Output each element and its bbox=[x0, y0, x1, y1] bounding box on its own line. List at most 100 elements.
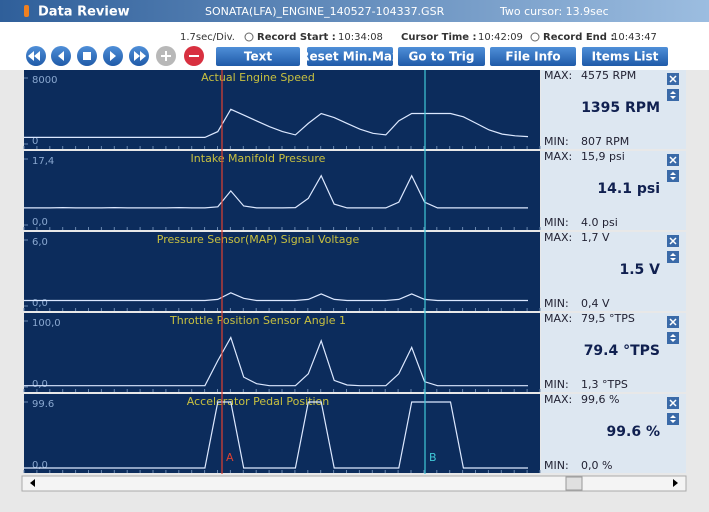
toolbar-button-label: File Info bbox=[505, 50, 560, 64]
max-value: 4575 RPM bbox=[581, 69, 636, 82]
plot-area bbox=[24, 313, 540, 392]
cursor-time: 10:42:09 bbox=[478, 32, 523, 43]
toolbar-button[interactable] bbox=[216, 47, 300, 66]
max-value: 1,7 V bbox=[581, 231, 610, 244]
plot-area bbox=[24, 151, 540, 230]
y-tick-label: 8000 bbox=[32, 75, 57, 86]
panel-title: Intake Manifold Pressure bbox=[191, 152, 326, 165]
scale: 1.7sec/Div. bbox=[180, 32, 235, 43]
scroll-thumb[interactable] bbox=[565, 476, 583, 491]
move-button[interactable] bbox=[667, 251, 679, 263]
cursor-a-label: A bbox=[226, 451, 234, 464]
min-label: MIN: bbox=[544, 216, 569, 229]
max-label: MAX: bbox=[544, 393, 572, 406]
move-icon bbox=[670, 415, 676, 423]
panel-title: Pressure Sensor(MAP) Signal Voltage bbox=[157, 233, 360, 246]
clock-icon bbox=[530, 32, 540, 42]
trace bbox=[24, 292, 528, 302]
toolbar-button-label: Go to Trig bbox=[409, 50, 475, 64]
min-value: 807 RPM bbox=[581, 135, 629, 148]
toolbar: Text Reset Min.Max Go to Trig File Info Item… bbox=[216, 47, 668, 66]
close-icon bbox=[669, 399, 677, 407]
max-label: MAX: bbox=[544, 231, 572, 244]
start-time: 10:34:08 bbox=[338, 32, 383, 43]
panels: Actual Engine Speed 0 8000 MAX: 4575 RPM 1395… bbox=[23, 69, 686, 474]
max-value: 15,9 psi bbox=[581, 150, 625, 163]
close-icon bbox=[669, 156, 677, 164]
min-value: 0,4 V bbox=[581, 297, 610, 310]
toolbar-button[interactable] bbox=[307, 47, 393, 66]
start-label: Record Start : bbox=[257, 32, 336, 43]
side-panel bbox=[541, 151, 686, 230]
scrollbar[interactable] bbox=[21, 475, 687, 492]
move-button[interactable] bbox=[667, 170, 679, 182]
max-label: MAX: bbox=[544, 312, 572, 325]
panel-title: Actual Engine Speed bbox=[201, 71, 315, 84]
side-panel bbox=[541, 394, 686, 473]
max-value: 79,5 °TPS bbox=[581, 312, 635, 325]
plot-area bbox=[24, 70, 540, 149]
control-icons bbox=[28, 51, 199, 61]
toolbar-button[interactable] bbox=[582, 47, 668, 66]
cursor-label: Cursor Time : bbox=[401, 32, 477, 43]
toolbar-button-label: Reset Min.Max bbox=[300, 50, 400, 64]
move-icon bbox=[670, 91, 676, 99]
move-icon bbox=[670, 334, 676, 342]
current-value: 1.5 V bbox=[619, 262, 660, 278]
max-label: MAX: bbox=[544, 69, 572, 82]
current-value: 14.1 psi bbox=[597, 181, 660, 197]
trace bbox=[24, 401, 528, 469]
toolbar-button[interactable] bbox=[490, 47, 576, 66]
toolbar-button[interactable] bbox=[398, 47, 485, 66]
move-button[interactable] bbox=[667, 89, 679, 101]
move-icon bbox=[670, 172, 676, 180]
toolbar-button-label: Text bbox=[244, 50, 272, 64]
plot-area bbox=[24, 232, 540, 311]
y-tick-label: 100,0 bbox=[32, 318, 61, 329]
close-icon bbox=[669, 75, 677, 83]
title-bar bbox=[0, 0, 709, 22]
end-time: 10:43:47 bbox=[612, 32, 657, 43]
side-panel bbox=[541, 313, 686, 392]
y-tick-label: 6,0 bbox=[32, 237, 48, 248]
max-label: MAX: bbox=[544, 150, 572, 163]
cursor-span: Two cursor: 13.9sec bbox=[499, 5, 609, 18]
current-value: 1395 RPM bbox=[581, 100, 660, 116]
plot-area bbox=[24, 394, 540, 473]
y-tick-label: 0 bbox=[32, 136, 38, 147]
y-tick-label: 0,0 bbox=[32, 379, 48, 390]
playback-controls bbox=[26, 46, 204, 66]
title: Data Review bbox=[38, 5, 130, 20]
max-value: 99,6 % bbox=[581, 393, 619, 406]
min-value: 1,3 °TPS bbox=[581, 378, 628, 391]
close-icon bbox=[669, 318, 677, 326]
move-button[interactable] bbox=[667, 332, 679, 344]
end-label: Record End : bbox=[543, 32, 614, 43]
y-tick-label: 99.6 bbox=[32, 399, 54, 410]
min-label: MIN: bbox=[544, 297, 569, 310]
y-tick-label: 0,0 bbox=[32, 460, 48, 471]
current-value: 79.4 °TPS bbox=[584, 343, 660, 359]
y-tick-label: 17,4 bbox=[32, 156, 54, 167]
clock-icon bbox=[244, 32, 254, 42]
close-icon bbox=[669, 237, 677, 245]
y-tick-label: 0,0 bbox=[32, 298, 48, 309]
trace bbox=[24, 108, 529, 138]
toolbar-button-label: Items List bbox=[592, 50, 659, 64]
min-value: 4.0 psi bbox=[581, 216, 618, 229]
min-label: MIN: bbox=[544, 135, 569, 148]
side-panel bbox=[541, 70, 686, 149]
move-button[interactable] bbox=[667, 413, 679, 425]
file-name: SONATA(LFA)_ENGINE_140527-104337.GSR bbox=[205, 5, 445, 18]
title-icon bbox=[24, 5, 29, 17]
panel-title: Throttle Position Sensor Angle 1 bbox=[169, 314, 346, 327]
y-tick-label: 0,0 bbox=[32, 217, 48, 228]
move-icon bbox=[670, 253, 676, 261]
side-panel bbox=[541, 232, 686, 311]
min-label: MIN: bbox=[544, 378, 569, 391]
trace bbox=[24, 174, 528, 209]
min-label: MIN: bbox=[544, 459, 569, 472]
cursor-b-label: B bbox=[429, 451, 437, 464]
